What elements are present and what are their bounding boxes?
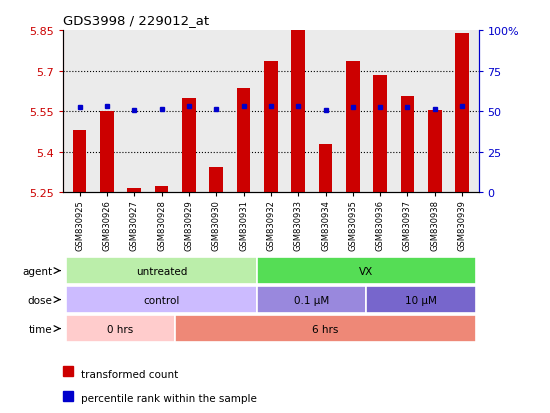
Bar — [175, 315, 476, 342]
Bar — [400, 97, 414, 193]
Text: time: time — [29, 324, 52, 334]
Bar — [128, 189, 141, 193]
Bar — [182, 98, 196, 193]
Bar — [257, 257, 476, 285]
Bar — [66, 257, 257, 285]
Bar — [318, 144, 332, 193]
Bar — [73, 131, 86, 193]
Text: VX: VX — [359, 266, 373, 276]
Text: agent: agent — [22, 266, 52, 276]
Text: untreated: untreated — [136, 266, 188, 276]
Text: 0.1 μM: 0.1 μM — [294, 295, 329, 305]
Bar — [346, 62, 360, 193]
Bar — [66, 286, 257, 313]
Bar — [455, 34, 469, 193]
Bar — [257, 286, 366, 313]
Bar — [66, 315, 175, 342]
Bar — [210, 167, 223, 193]
Text: 0 hrs: 0 hrs — [107, 324, 134, 334]
Bar — [292, 30, 305, 193]
Text: 6 hrs: 6 hrs — [312, 324, 339, 334]
Bar — [428, 111, 442, 193]
Bar — [264, 62, 278, 193]
Bar — [236, 89, 250, 193]
Bar — [373, 76, 387, 193]
Bar — [155, 186, 168, 193]
Text: dose: dose — [28, 295, 52, 305]
Text: GDS3998 / 229012_at: GDS3998 / 229012_at — [63, 14, 210, 27]
Text: percentile rank within the sample: percentile rank within the sample — [81, 394, 257, 404]
Text: control: control — [144, 295, 180, 305]
Text: 10 μM: 10 μM — [405, 295, 437, 305]
Bar — [100, 112, 114, 193]
Text: transformed count: transformed count — [81, 369, 179, 379]
Bar — [366, 286, 476, 313]
